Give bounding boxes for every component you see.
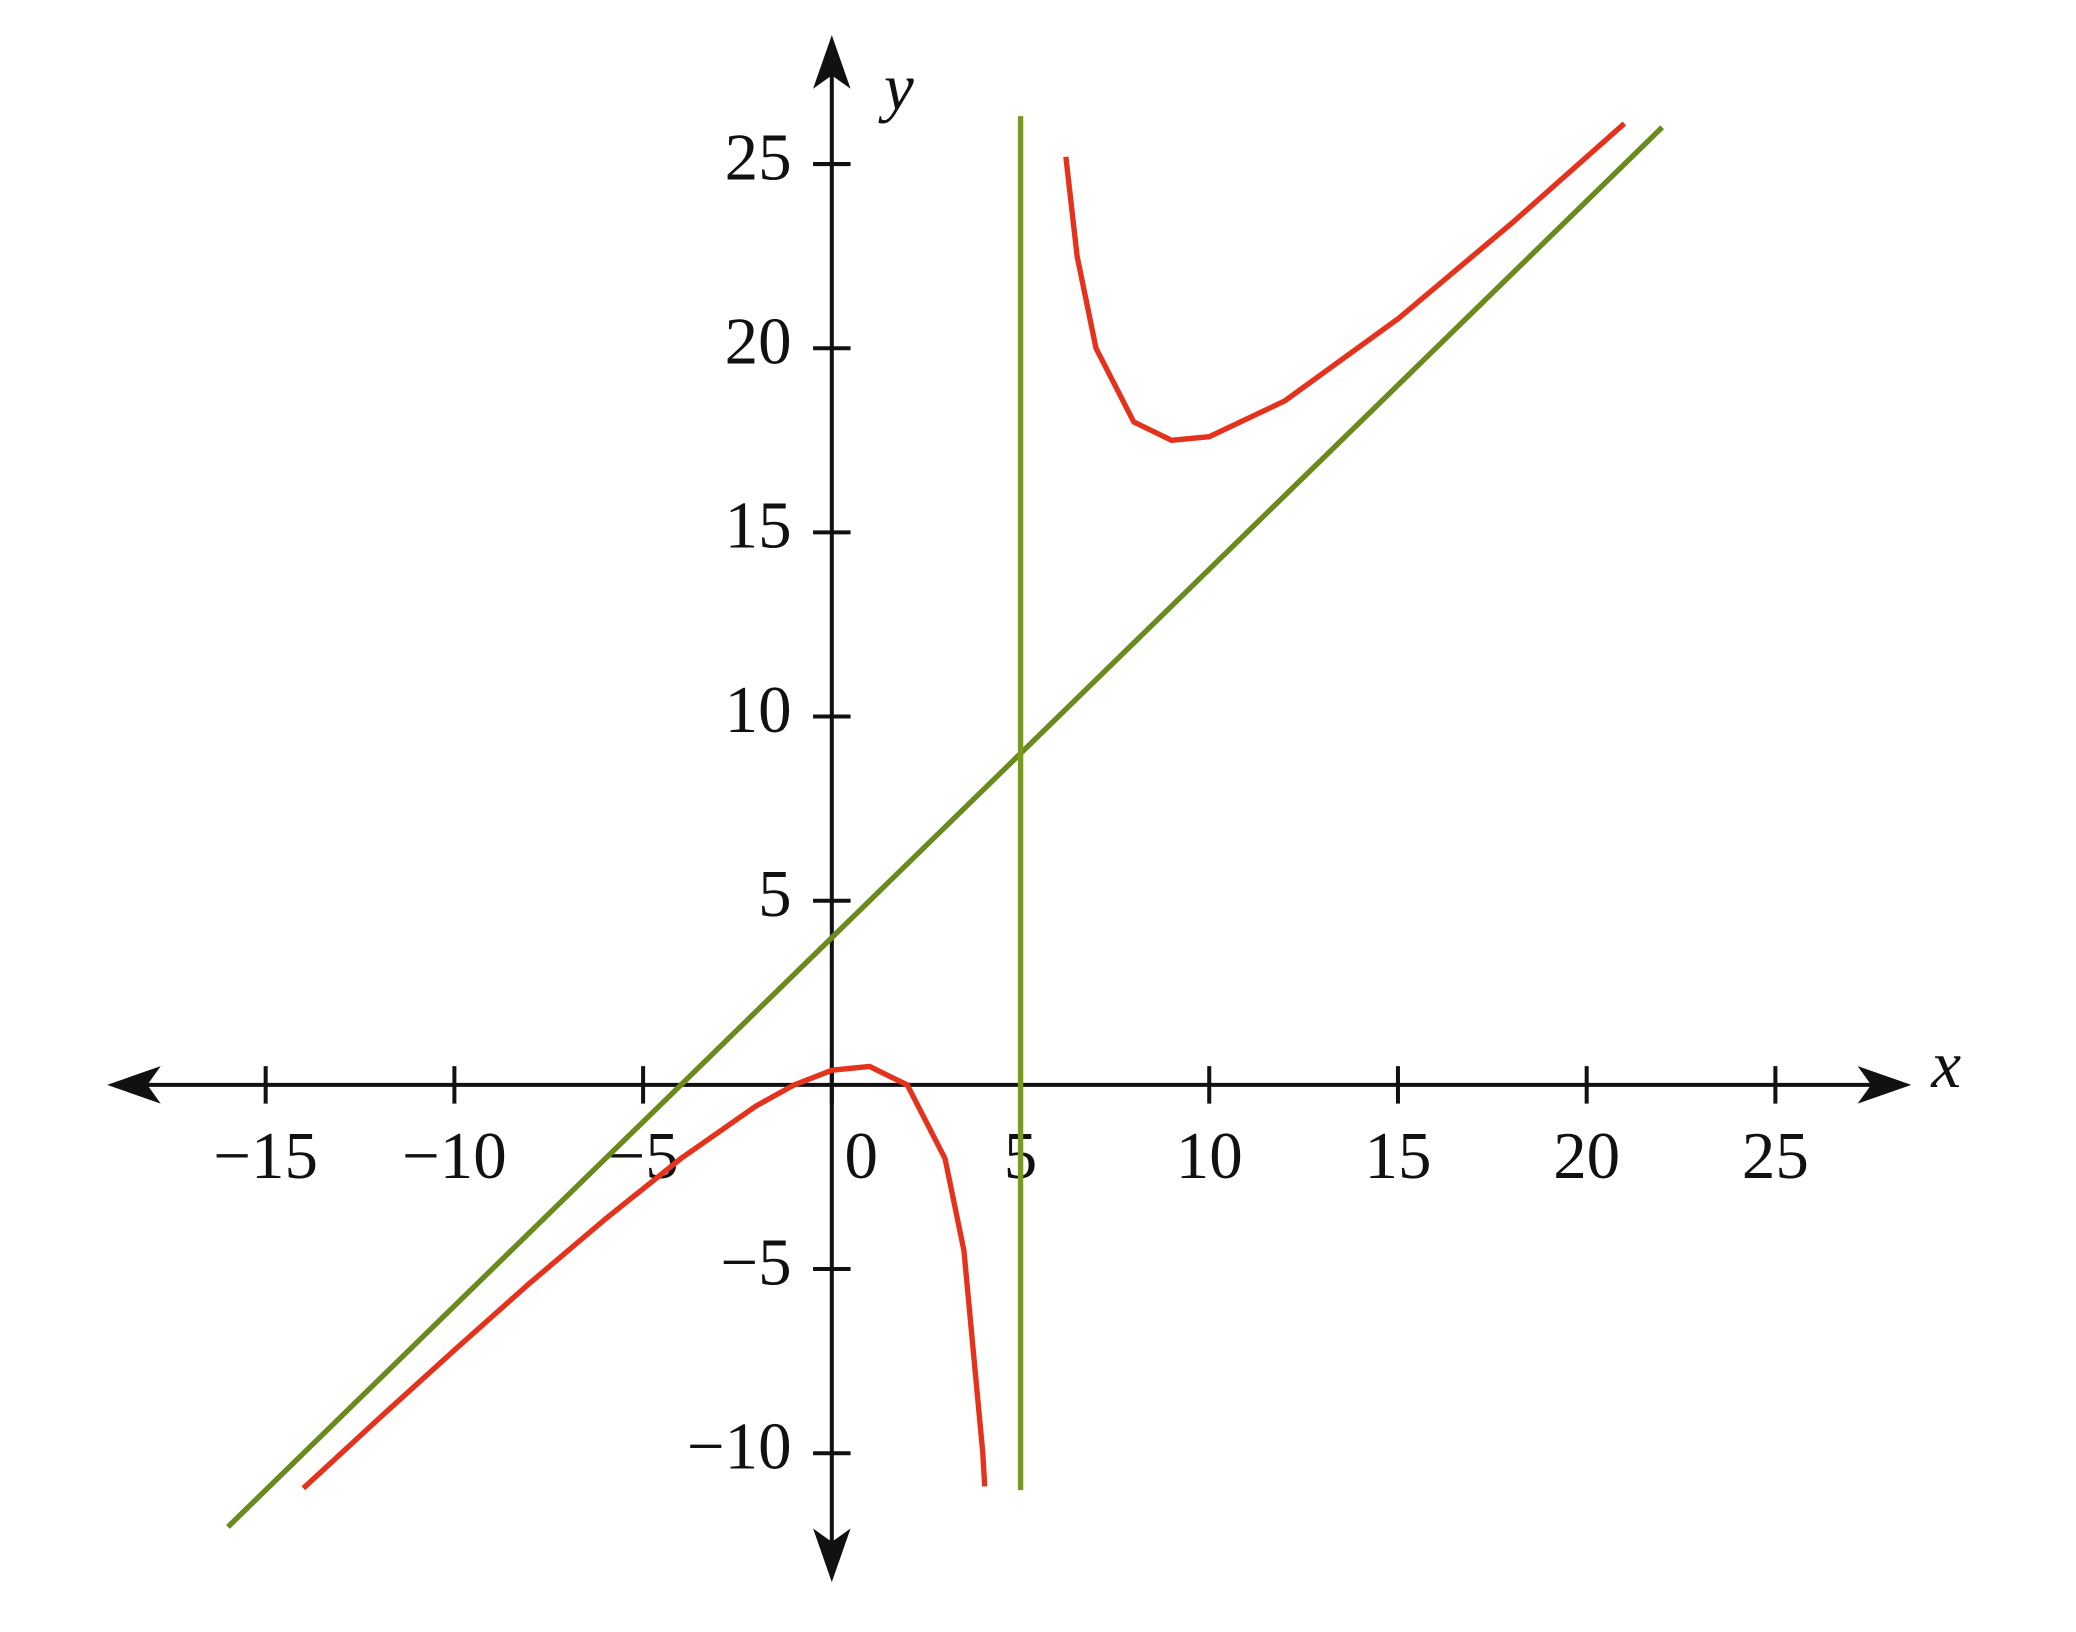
y-tick-label: 15 xyxy=(725,489,792,563)
arrow xyxy=(107,1066,161,1104)
y-tick-label: −10 xyxy=(687,1410,792,1484)
arrow xyxy=(813,1528,851,1583)
y-tick-label: 20 xyxy=(725,305,792,379)
arrow xyxy=(813,35,851,89)
y-tick-label: 5 xyxy=(758,857,791,931)
y-tick-label: −5 xyxy=(720,1225,791,1299)
x-tick-label: 0 xyxy=(845,1119,878,1193)
x-tick-label: 10 xyxy=(1176,1119,1243,1193)
x-tick-label: −15 xyxy=(213,1119,318,1193)
x-tick-label: −10 xyxy=(402,1119,507,1193)
y-axis-label: y xyxy=(878,50,914,124)
x-tick-label: 25 xyxy=(1742,1119,1809,1193)
curve xyxy=(301,121,1627,1491)
x-tick-label: −5 xyxy=(607,1119,678,1193)
curve xyxy=(226,125,1665,1529)
x-tick-label: 15 xyxy=(1364,1119,1431,1193)
y-tick-label: 10 xyxy=(725,673,792,747)
x-axis-label: x xyxy=(1930,1028,1961,1102)
y-tick-label: 25 xyxy=(725,120,792,194)
arrow xyxy=(1857,1066,1912,1104)
x-tick-label: 20 xyxy=(1553,1119,1620,1193)
